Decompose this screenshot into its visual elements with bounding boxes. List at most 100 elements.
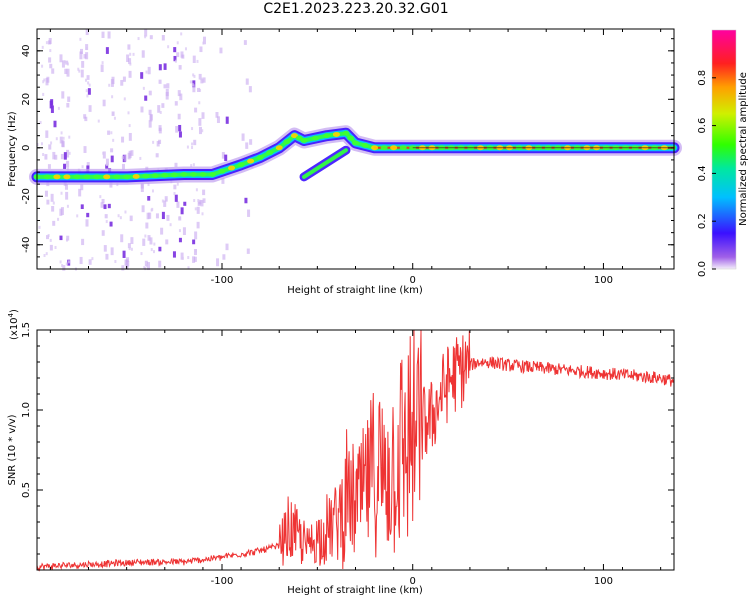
colorbar-tick-label: 0.0: [697, 261, 708, 277]
noise-speckle: [192, 80, 196, 88]
noise-speckle: [151, 207, 154, 211]
noise-speckle: [149, 237, 153, 245]
noise-speckle: [126, 260, 130, 267]
noise-speckle: [114, 260, 117, 264]
ridge-blob: [93, 174, 101, 180]
snr-x-axis-label: Height of straight line (km): [287, 585, 423, 596]
noise-speckle: [57, 217, 60, 221]
noise-speckle: [57, 106, 60, 110]
ridge-blob: [180, 171, 188, 177]
noise-speckle: [61, 141, 65, 148]
noise-speckle: [40, 142, 43, 146]
noise-speckle: [199, 88, 202, 92]
noise-speckle: [86, 162, 90, 169]
ridge-branch-inner: [302, 148, 348, 179]
noise-speckle: [68, 135, 71, 139]
spectrogram-axes: -100 0 100 -40 -20 0 20 40: [21, 28, 675, 286]
noise-speckle: [202, 36, 206, 45]
noise-speckle: [112, 112, 115, 116]
noise-speckle: [158, 246, 162, 252]
noise-speckle: [105, 220, 108, 224]
noise-speckle: [63, 152, 67, 160]
noise-speckle: [61, 91, 65, 99]
noise-speckle: [192, 239, 196, 245]
noise-speckle: [110, 131, 113, 135]
noise-speckle: [192, 73, 195, 77]
noise-speckle: [174, 59, 177, 63]
noise-speckle: [127, 111, 130, 115]
noise-speckle: [196, 221, 200, 229]
noise-speckle: [180, 207, 184, 215]
snr-multiplier-exponent: 4: [7, 312, 15, 317]
colorbar-ticks: 0.0 0.2 0.4 0.6 0.8: [697, 29, 737, 277]
noise-speckle: [163, 200, 167, 207]
noise-speckle: [80, 48, 84, 54]
ridge-blob: [342, 130, 350, 136]
noise-speckle: [128, 124, 131, 128]
noise-speckle: [48, 57, 52, 63]
noise-speckle: [127, 152, 131, 160]
noise-speckle: [86, 94, 89, 98]
noise-speckle: [61, 264, 64, 268]
noise-speckle: [160, 227, 164, 235]
noise-speckle: [42, 153, 45, 157]
noise-speckle: [88, 105, 92, 112]
noise-speckle: [120, 234, 124, 243]
noise-speckle: [46, 199, 50, 205]
noise-speckle: [190, 164, 193, 168]
noise-speckle: [158, 79, 162, 84]
noise-speckle: [105, 158, 109, 166]
noise-speckle: [49, 238, 52, 242]
noise-speckle: [65, 238, 68, 242]
noise-speckle: [85, 44, 89, 50]
noise-speckle: [245, 78, 249, 85]
noise-speckle: [100, 64, 104, 73]
noise-speckle: [158, 125, 162, 132]
noise-speckle: [161, 35, 165, 41]
noise-speckle: [78, 188, 82, 197]
noise-speckle: [174, 101, 178, 106]
noise-speckle: [243, 40, 247, 45]
noise-speckle: [180, 32, 183, 36]
noise-speckle: [127, 243, 131, 249]
noise-speckle: [45, 41, 48, 45]
noise-speckle: [140, 72, 144, 79]
noise-speckle: [59, 260, 62, 264]
noise-speckle: [110, 79, 114, 87]
noise-speckle: [191, 146, 194, 150]
noise-speckle: [198, 101, 201, 105]
noise-speckle: [179, 93, 183, 101]
noise-speckle: [128, 58, 132, 65]
noise-speckle: [161, 211, 165, 220]
noise-speckle: [248, 86, 252, 93]
noise-speckle: [148, 90, 152, 96]
noise-speckle: [91, 257, 94, 261]
noise-speckle: [158, 64, 162, 71]
noise-speckle: [79, 256, 83, 265]
noise-speckle: [129, 62, 132, 66]
noise-speckle: [132, 52, 135, 56]
noise-speckle: [145, 222, 149, 229]
snr-series-line: [36, 329, 674, 572]
noise-speckle: [79, 51, 83, 60]
ridge-blob: [380, 145, 388, 151]
noise-speckle: [153, 242, 156, 246]
spectrogram-panel: -100 0 100 -40 -20 0 20 40 Height of straight l…: [7, 28, 682, 296]
noise-speckle: [123, 154, 127, 162]
noise-speckle: [165, 239, 169, 245]
noise-speckle: [142, 238, 146, 246]
colorbar-tick-label: 0.2: [697, 213, 708, 229]
ridge-blob: [113, 174, 121, 180]
noise-speckle: [121, 156, 124, 160]
noise-speckle: [155, 153, 159, 158]
noise-speckle: [216, 116, 220, 124]
ridge-blob: [103, 174, 111, 180]
noise-speckle: [107, 130, 111, 135]
x-tick-label: 100: [594, 576, 613, 587]
noise-speckle: [110, 155, 114, 163]
noise-speckle: [137, 37, 140, 41]
noise-speckle: [81, 165, 84, 169]
noise-speckle: [130, 150, 134, 156]
noise-speckle: [187, 256, 190, 260]
noise-speckle: [161, 103, 165, 108]
